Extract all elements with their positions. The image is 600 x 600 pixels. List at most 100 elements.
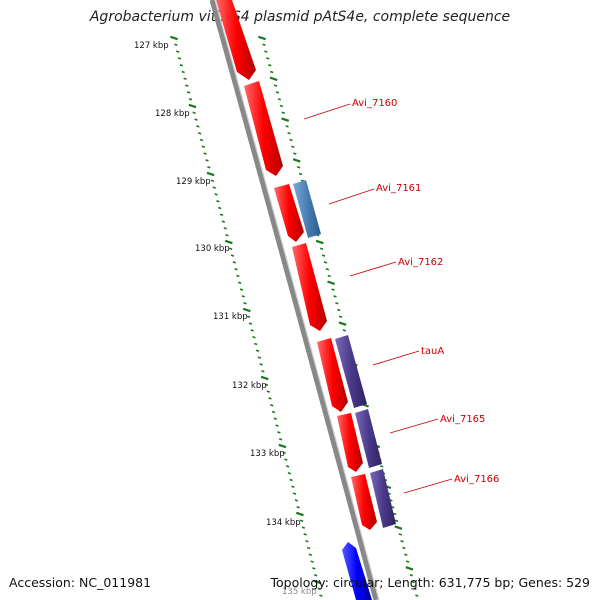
- minor-tick: [255, 349, 260, 353]
- minor-tick: [405, 560, 410, 563]
- minor-tick: [327, 274, 331, 278]
- minor-tick: [380, 465, 384, 468]
- minor-tick: [335, 301, 339, 305]
- minor-tick: [271, 410, 276, 414]
- minor-tick: [177, 57, 182, 60]
- gene-label: Avi_7160: [352, 98, 397, 109]
- minor-tick: [205, 159, 209, 162]
- minor-tick: [277, 97, 282, 101]
- minor-tick: [291, 485, 295, 489]
- major-tick: [315, 239, 324, 245]
- minor-tick: [212, 186, 216, 189]
- minor-tick: [296, 505, 300, 509]
- tick-label: 127 kbp: [134, 41, 169, 51]
- minor-tick: [266, 57, 270, 60]
- minor-tick: [219, 213, 224, 217]
- minor-tick: [409, 573, 413, 577]
- minor-tick: [333, 295, 337, 298]
- minor-tick: [275, 424, 279, 427]
- minor-tick: [259, 363, 263, 366]
- minor-tick: [277, 431, 281, 434]
- minor-tick: [338, 315, 343, 319]
- minor-tick: [291, 145, 295, 149]
- minor-tick: [185, 84, 189, 87]
- minor-tick: [308, 553, 313, 557]
- minor-tick: [411, 580, 415, 584]
- tick-label: 129 kbp: [176, 177, 211, 187]
- minor-tick: [313, 573, 318, 577]
- minor-tick: [225, 233, 229, 237]
- outer-genes: [293, 180, 396, 600]
- tick-label: 128 kbp: [155, 109, 190, 119]
- gene-arrow: [244, 81, 283, 176]
- minor-tick: [199, 138, 204, 142]
- minor-tick: [319, 594, 323, 597]
- minor-tick: [268, 63, 272, 67]
- major-tick: [188, 103, 197, 109]
- minor-tick: [207, 165, 211, 169]
- minor-tick: [186, 91, 191, 94]
- minor-tick: [402, 546, 406, 550]
- major-tick: [269, 76, 278, 82]
- minor-tick: [275, 91, 280, 94]
- minor-tick: [241, 295, 245, 298]
- major-tick: [292, 158, 301, 163]
- minor-tick: [254, 342, 258, 346]
- minor-tick: [239, 288, 244, 291]
- major-tick: [260, 375, 269, 381]
- minor-tick: [317, 587, 321, 591]
- major-tick: [224, 239, 233, 245]
- minor-tick: [194, 118, 198, 121]
- minor-tick: [264, 50, 268, 53]
- minor-tick: [306, 546, 311, 550]
- major-tick: [281, 117, 290, 122]
- minor-tick: [181, 70, 185, 74]
- minor-tick: [281, 111, 285, 115]
- minor-tick: [266, 390, 270, 393]
- minor-tick: [192, 111, 196, 115]
- major-tick: [295, 511, 304, 517]
- minor-tick: [248, 322, 253, 325]
- minor-tick: [236, 274, 240, 278]
- tick-labels: 127 kbp 128 kbp 129 kbp 130 kbp 131 kbp …: [134, 41, 317, 597]
- tick-label: 134 kbp: [266, 518, 301, 528]
- gene-label: Avi_7162: [398, 257, 443, 268]
- minor-tick: [394, 519, 399, 523]
- minor-tick: [285, 465, 290, 468]
- minor-tick: [228, 247, 233, 251]
- gene-arrow: [337, 413, 363, 472]
- minor-tick: [296, 165, 301, 169]
- minor-tick: [413, 587, 417, 591]
- gene-box: [335, 335, 367, 408]
- map-title: Agrobacterium vitis S4 plasmid pAtS4e, c…: [89, 9, 511, 25]
- minor-tick: [273, 417, 277, 421]
- minor-tick: [214, 193, 218, 196]
- minor-tick: [250, 329, 254, 332]
- gene-label: Avi_7166: [454, 474, 499, 485]
- tick-label: 132 kbp: [232, 381, 267, 391]
- major-tick: [313, 579, 322, 585]
- minor-tick: [257, 356, 262, 359]
- major-tick: [278, 443, 287, 449]
- minor-tick: [174, 43, 178, 47]
- tick-ring: [170, 35, 323, 597]
- minor-tick: [303, 533, 307, 536]
- tick-label: 135 kbp: [282, 587, 317, 597]
- gene-arrow: [342, 542, 372, 600]
- gene-arrow: [292, 243, 327, 331]
- gene-label: Avi_7161: [376, 183, 421, 194]
- minor-tick: [293, 152, 297, 155]
- minor-tick: [210, 179, 215, 183]
- minor-tick: [289, 138, 293, 142]
- minor-tick: [292, 492, 297, 495]
- major-tick: [338, 321, 347, 326]
- minor-tick: [287, 131, 291, 135]
- minor-tick: [321, 254, 326, 257]
- minor-tick: [221, 220, 226, 223]
- minor-tick: [197, 131, 202, 135]
- tick-label: 130 kbp: [195, 244, 230, 254]
- minor-tick: [234, 267, 238, 271]
- gene-arrow: [317, 338, 348, 412]
- minor-tick: [398, 533, 402, 536]
- minor-tick: [287, 471, 292, 475]
